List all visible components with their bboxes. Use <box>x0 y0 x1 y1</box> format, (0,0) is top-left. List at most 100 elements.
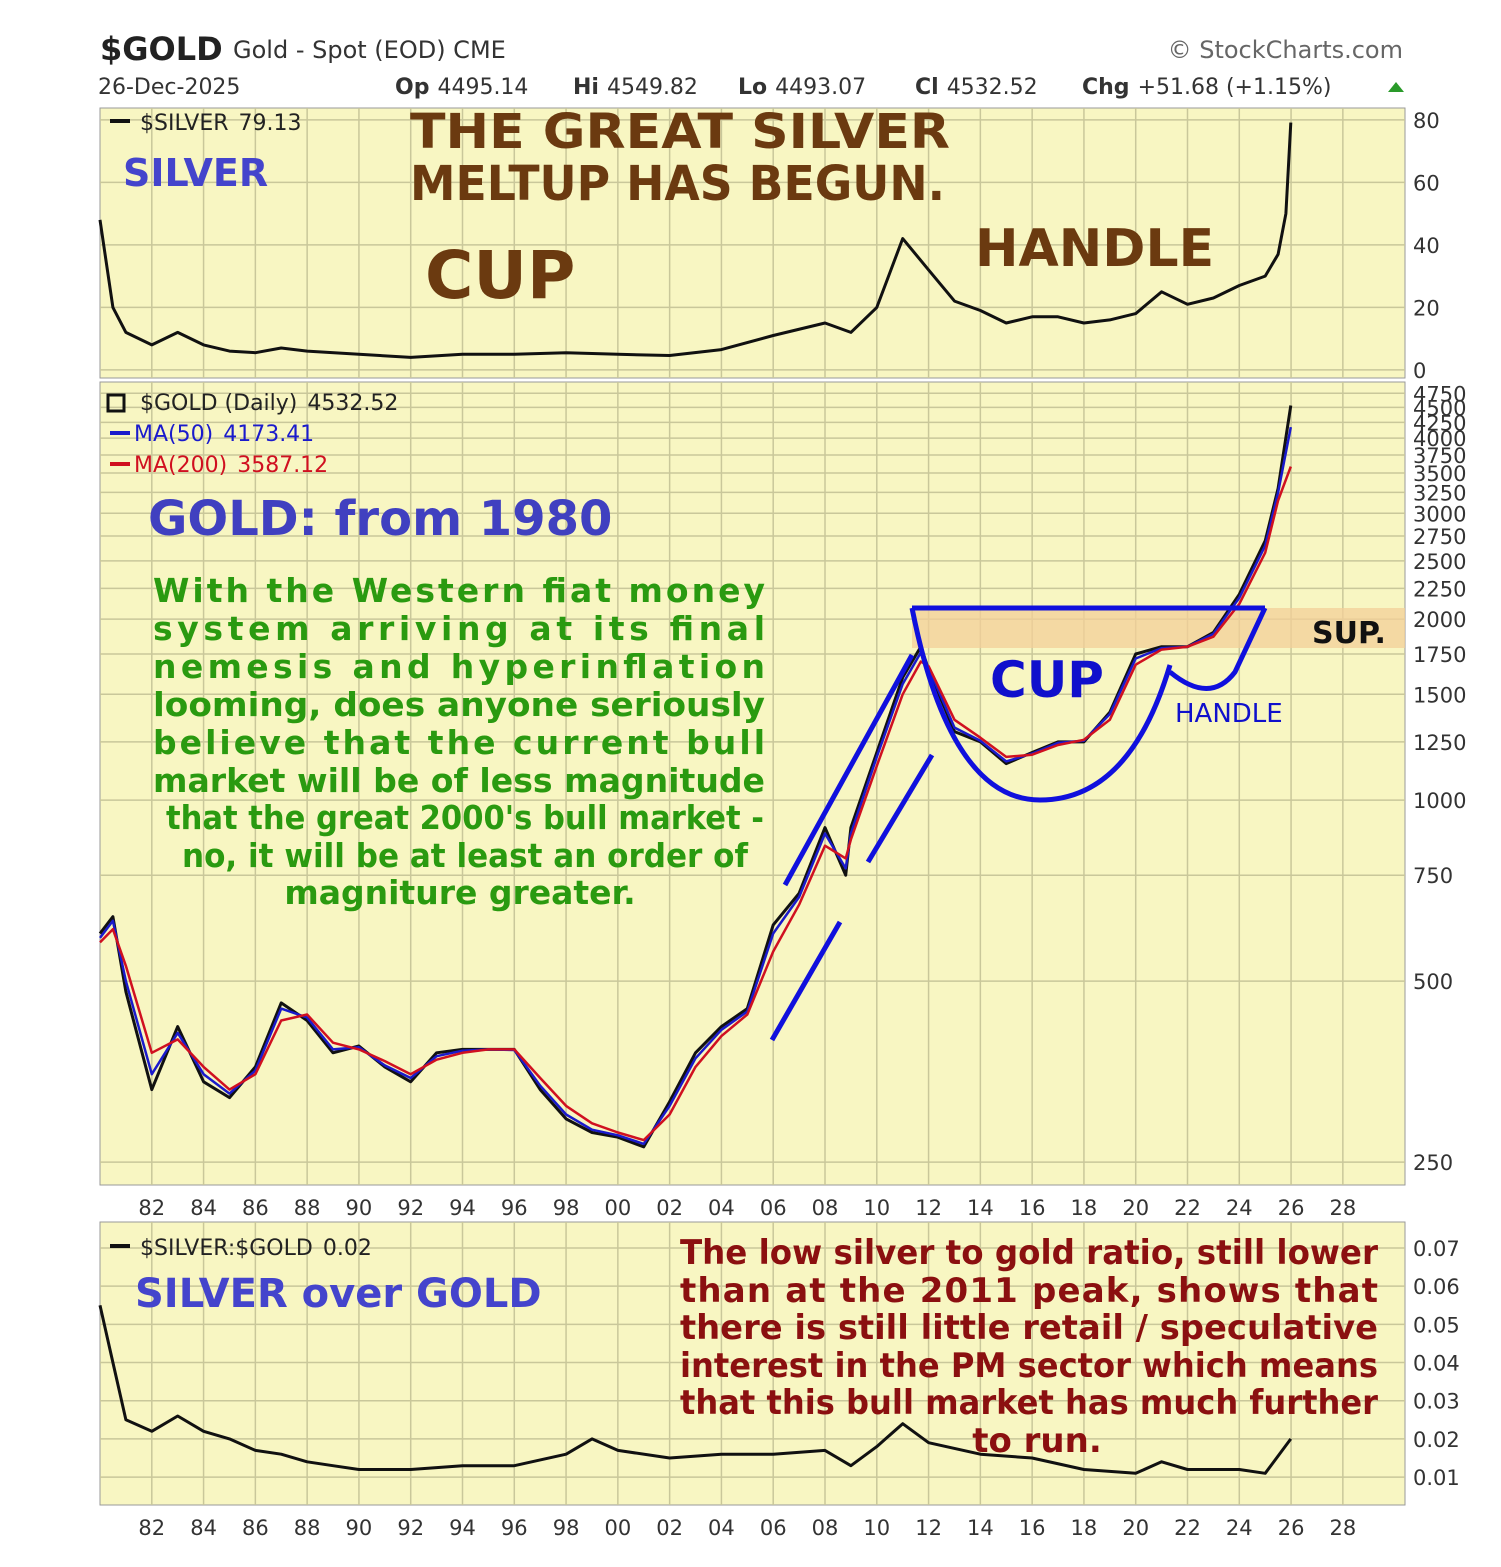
x-tick-label: 86 <box>242 1516 269 1540</box>
x-tick-label: 96 <box>501 1196 528 1220</box>
commentary-line: nemesis and hyperinflation <box>153 647 765 686</box>
x-tick-label: 88 <box>294 1196 321 1220</box>
cup-curve <box>909 607 1173 803</box>
annotation: HANDLE <box>1175 699 1283 729</box>
commentary-line: to run. <box>972 1421 1102 1461</box>
x-tick-label: 00 <box>604 1516 631 1540</box>
y-tick-label: 2500 <box>1413 550 1466 574</box>
y-tick-label: 2000 <box>1413 608 1466 632</box>
y-tick-label: 0.01 <box>1413 1466 1460 1490</box>
quote-value: 4493.07 <box>775 75 866 100</box>
x-tick-label: 28 <box>1329 1516 1356 1540</box>
x-tick-label: 94 <box>449 1516 476 1540</box>
y-tick-label: 0.06 <box>1413 1275 1460 1299</box>
quote: Op 4495.14 Hi 4549.82 Lo 4493.07 Cl 4532.52 … <box>395 75 1331 100</box>
legend-entry: $GOLD (Daily) 4532.52 <box>140 391 398 416</box>
x-tick-label: 24 <box>1226 1196 1253 1220</box>
y-tick-label: 80 <box>1413 109 1440 133</box>
x-tick-label: 06 <box>760 1196 787 1220</box>
y-tick-label: 4250 <box>1413 411 1466 435</box>
y-tick-label: 0.07 <box>1413 1237 1460 1261</box>
y-tick-label: 500 <box>1413 970 1453 994</box>
handle-curve <box>1168 606 1268 691</box>
legend-swatch <box>106 393 126 413</box>
up-arrow <box>1388 82 1404 92</box>
x-tick-label: 12 <box>915 1196 942 1220</box>
series-line <box>98 1304 1293 1475</box>
legend-name: MA(200) <box>134 453 227 478</box>
legend-value: 79.13 <box>239 111 302 136</box>
annotation: HANDLE <box>975 219 1214 279</box>
commentary: With the Western fiat money system arriv… <box>153 571 765 912</box>
x-tick-label: 08 <box>812 1196 839 1220</box>
panel-label: GOLD: from 1980 <box>148 491 612 547</box>
quote-item: Op 4495.14 <box>395 75 528 100</box>
y-tick-label: 3000 <box>1413 502 1466 526</box>
x-tick-label: 04 <box>708 1196 735 1220</box>
x-tick-label: 84 <box>190 1516 217 1540</box>
date: 26-Dec-2025 <box>98 75 240 100</box>
x-tick-label: 04 <box>708 1516 735 1540</box>
y-tick-label: 20 <box>1413 296 1440 320</box>
x-tick-label: 26 <box>1278 1196 1305 1220</box>
channel-line <box>782 653 915 887</box>
x-tick-label: 86 <box>242 1196 269 1220</box>
commentary-line: there is still little retail / speculati… <box>680 1308 1378 1348</box>
series-line <box>99 426 1293 1146</box>
quote-value: 4495.14 <box>437 75 528 100</box>
y-tick-label: 1750 <box>1413 643 1466 667</box>
support-band <box>912 608 1405 648</box>
x-tick-label: 00 <box>604 1196 631 1220</box>
x-tick-label: 10 <box>863 1516 890 1540</box>
x-tick-label: 06 <box>760 1516 787 1540</box>
description: Gold - Spot (EOD) CME <box>233 36 506 64</box>
x-tick-label: 08 <box>812 1516 839 1540</box>
y-tick-label: 4000 <box>1413 427 1466 451</box>
x-tick-label: 22 <box>1174 1516 1201 1540</box>
series-line <box>98 122 1293 359</box>
quote-label: Op <box>395 75 429 100</box>
legend-entry: $SILVER 79.13 <box>140 111 302 136</box>
annotation: SUP. <box>1312 616 1386 651</box>
x-tick-label: 98 <box>553 1516 580 1540</box>
x-tick-label: 84 <box>190 1196 217 1220</box>
legend-value: 3587.12 <box>237 453 328 478</box>
y-tick-label: 0 <box>1413 359 1426 383</box>
y-tick-label: 2250 <box>1413 577 1466 601</box>
x-tick-label: 14 <box>967 1196 994 1220</box>
y-tick-label: 1500 <box>1413 683 1466 707</box>
series-line <box>99 466 1292 1142</box>
headline: THE GREAT SILVER <box>410 104 950 160</box>
x-tick-label: 90 <box>346 1516 373 1540</box>
commentary-line: system arriving at its final <box>153 609 765 648</box>
quote-item: Cl 4532.52 <box>915 75 1038 100</box>
pattern-drawing <box>769 605 1268 1042</box>
y-tick-label: 60 <box>1413 171 1440 195</box>
commentary-line: magniture greater. <box>284 873 635 912</box>
x-tick-label: 94 <box>449 1196 476 1220</box>
grid <box>100 108 1405 1505</box>
x-tick-label: 02 <box>656 1196 683 1220</box>
y-tick-label: 0.05 <box>1413 1313 1460 1337</box>
quote-item: Chg +51.68 (+1.15%) <box>1082 75 1331 100</box>
legend-entry: $SILVER:$GOLD 0.02 <box>140 1236 372 1261</box>
commentary-line: than at the 2011 peak, shows that <box>680 1271 1378 1311</box>
x-tick-label: 24 <box>1226 1516 1253 1540</box>
quote-label: Lo <box>738 75 767 100</box>
quote-label: Hi <box>573 75 599 100</box>
panel-label: SILVER <box>123 151 268 195</box>
commentary: The low silver to gold ratio, still lowe… <box>680 1233 1378 1461</box>
legend-name: $SILVER <box>140 111 229 136</box>
quote-value: +51.68 (+1.15%) <box>1138 75 1332 100</box>
x-tick-label: 10 <box>863 1196 890 1220</box>
channel-line <box>769 920 843 1042</box>
y-tick-label: 0.03 <box>1413 1390 1460 1414</box>
commentary-line: interest in the PM sector which means <box>680 1346 1378 1386</box>
y-tick-label: 0.04 <box>1413 1352 1460 1376</box>
x-tick-label: 12 <box>915 1516 942 1540</box>
y-tick-label: 3250 <box>1413 481 1466 505</box>
headline: MELTUP HAS BEGUN. <box>410 156 945 212</box>
legend-entry: MA(200) 3587.12 <box>134 453 328 478</box>
commentary-line: no, it will be at least an order of <box>182 836 749 875</box>
